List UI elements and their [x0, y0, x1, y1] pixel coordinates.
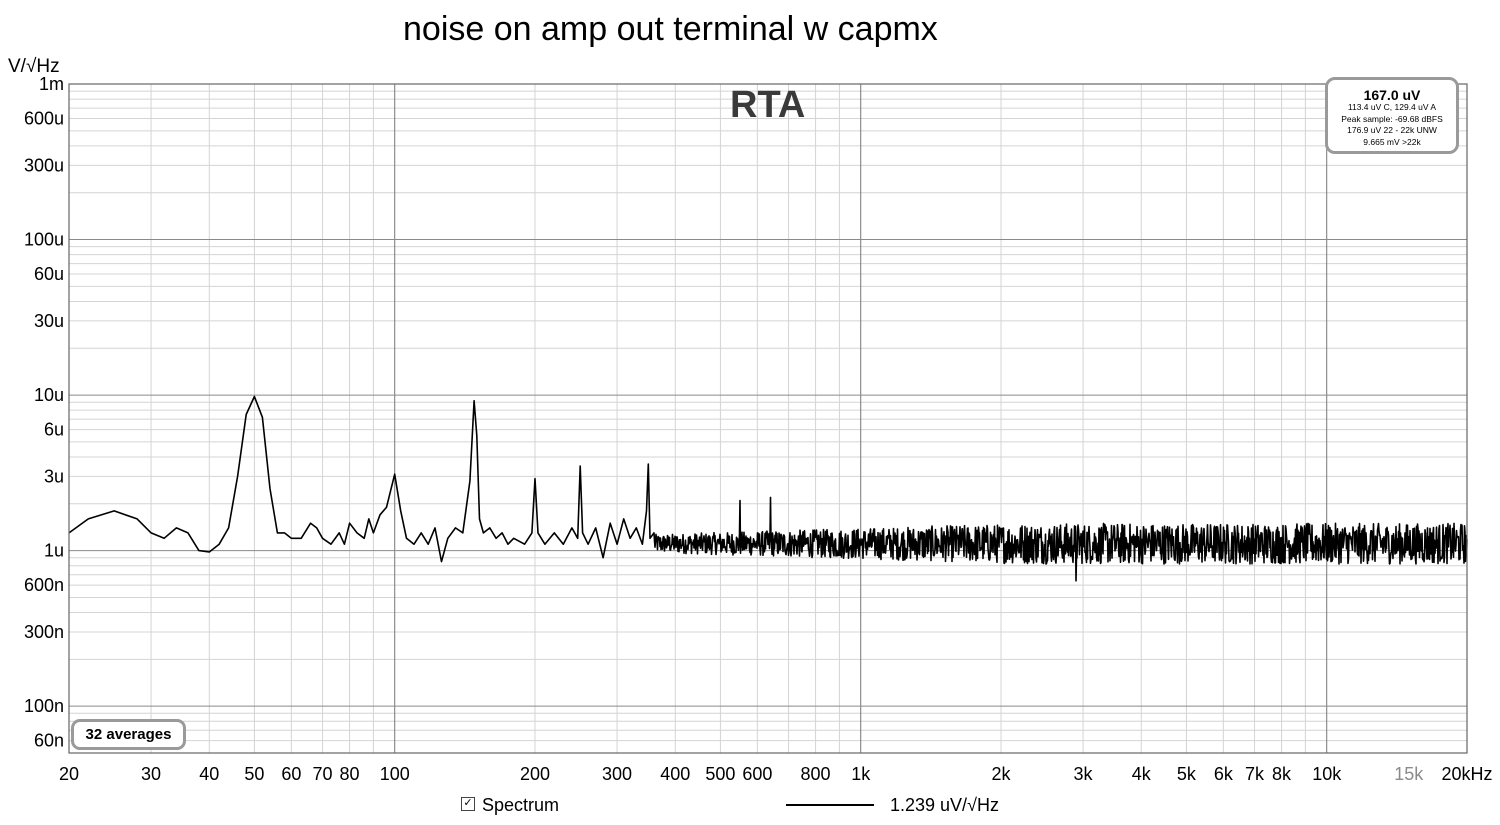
x-tick-label: 2k	[991, 764, 1011, 784]
x-tick-label: 300	[602, 764, 632, 784]
x-tick-label: 15k	[1394, 764, 1424, 784]
x-tick-label: 10k	[1312, 764, 1342, 784]
x-tick-label: 400	[660, 764, 690, 784]
chart-legend: ✓ Spectrum 1.239 uV/√Hz	[0, 794, 1500, 820]
x-tick-label: 7k	[1245, 764, 1265, 784]
chart-name-label: RTA	[730, 84, 806, 126]
y-tick-label: 1m	[39, 74, 64, 94]
x-tick-label: 6k	[1214, 764, 1234, 784]
x-tick-label: 3k	[1074, 764, 1094, 784]
level-stats-box[interactable]: 167.0 uV 113.4 uV C, 129.4 uV A Peak sam…	[1325, 77, 1459, 154]
y-tick-label: 600u	[24, 109, 64, 129]
y-tick-label: 6u	[44, 420, 64, 440]
x-tick-label: 600	[742, 764, 772, 784]
x-tick-label: 100	[380, 764, 410, 784]
x-tick-label: 50	[244, 764, 264, 784]
x-tick-label: 800	[801, 764, 831, 784]
minor-grid	[68, 84, 1468, 754]
y-tick-label: 10u	[34, 385, 64, 405]
stats-main-value: 167.0 uV	[1363, 87, 1421, 103]
spectrum-trace-layer	[68, 395, 1468, 582]
y-tick-label: 60n	[34, 731, 64, 751]
y-tick-label: 30u	[34, 311, 64, 331]
y-tick-label: 3u	[44, 466, 64, 486]
x-tick-label: 4k	[1132, 764, 1152, 784]
plot-area-border	[68, 83, 1468, 754]
x-tick-label: 20	[59, 764, 79, 784]
x-tick-label: 70	[313, 764, 333, 784]
x-tick-label: 60	[281, 764, 301, 784]
x-tick-label: 500	[705, 764, 735, 784]
x-tick-label: 1k	[851, 764, 871, 784]
rta-chart[interactable]: 20 30 40 50 60 70 80 100 200 300 400 500 600 800 1k 2k 3…	[0, 0, 1500, 790]
y-tick-label: 60u	[34, 264, 64, 284]
y-tick-label: 1u	[44, 541, 64, 561]
y-axis-unit-label: V/√Hz	[8, 56, 60, 77]
averages-count-box[interactable]: 32 averages	[71, 719, 186, 750]
legend-cursor-value: 1.239 uV/√Hz	[890, 795, 999, 815]
x-tick-labels: 20 30 40 50 60 70 80 100 200 300 400 500 600 800 1k 2k 3…	[59, 764, 1493, 784]
x-tick-label: 5k	[1177, 764, 1197, 784]
y-tick-label: 100n	[24, 696, 64, 716]
x-tick-label: 30	[141, 764, 161, 784]
stats-line-weighted: 113.4 uV C, 129.4 uV A	[1347, 102, 1437, 112]
spectrum-series-line	[68, 395, 1468, 582]
major-grid	[69, 83, 1467, 753]
y-tick-label: 300n	[24, 622, 64, 642]
legend-line-swatch	[786, 804, 874, 806]
legend-series-name: Spectrum	[482, 795, 560, 815]
y-tick-label: 100u	[24, 230, 64, 250]
spectrum-checkbox[interactable]: ✓	[461, 797, 475, 811]
x-tick-label: 200	[520, 764, 550, 784]
x-tick-label: 80	[340, 764, 360, 784]
chart-title: noise on amp out terminal w capmx	[403, 10, 938, 48]
y-tick-labels: 1m 600u 300u 100u 60u 30u 10u 6u 3u 1u 600n 300n 100…	[24, 74, 64, 751]
stats-line-unweighted: 176.9 uV 22 - 22k UNW	[1347, 125, 1437, 135]
y-tick-label: 600n	[24, 575, 64, 595]
y-tick-label: 300u	[24, 155, 64, 175]
stats-line-peak: Peak sample: -69.68 dBFS	[1341, 113, 1443, 124]
stats-line-above-22k: 9.665 mV >22k	[1363, 136, 1421, 147]
x-tick-label: 20kHz	[1441, 764, 1492, 784]
x-tick-label: 40	[199, 764, 219, 784]
x-tick-label: 8k	[1272, 764, 1292, 784]
